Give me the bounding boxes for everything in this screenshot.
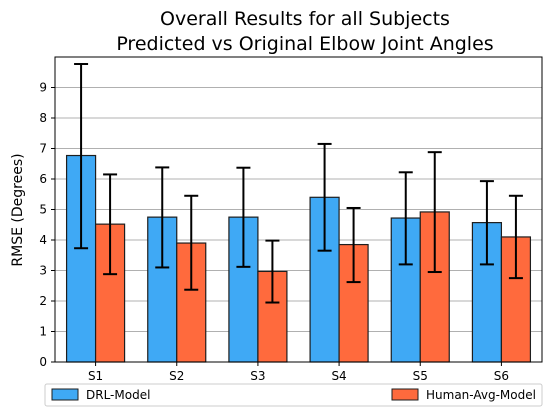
legend: DRL-Model Human-Avg-Model xyxy=(44,383,543,407)
legend-label-human-avg-model: Human-Avg-Model xyxy=(426,388,536,402)
y-tick-label: 0 xyxy=(39,355,47,369)
chart-title-line1: Overall Results for all Subjects xyxy=(160,8,450,30)
y-tick-label: 7 xyxy=(39,142,47,156)
x-tick-label: S6 xyxy=(494,369,509,383)
x-tick-label: S5 xyxy=(413,369,428,383)
y-tick-label: 4 xyxy=(39,233,47,247)
y-tick-label: 6 xyxy=(39,172,47,186)
x-tick-label: S4 xyxy=(331,369,346,383)
x-tick-label: S2 xyxy=(169,369,184,383)
bar-human-avg-model-s6 xyxy=(500,236,532,363)
y-tick-label: 9 xyxy=(39,81,47,95)
axes: 0 1 2 3 4 5 6 7 8 9 S1 S2 S3 S4 S5 S6 xyxy=(39,56,543,383)
y-tick-label: 3 xyxy=(39,264,47,278)
error-bars xyxy=(74,63,523,304)
plot-frame xyxy=(54,56,543,363)
legend-swatch-drl-model xyxy=(51,388,79,401)
y-tick-label: 8 xyxy=(39,111,47,125)
y-axis-label: RMSE (Degrees) xyxy=(10,153,26,266)
y-tick-label: 1 xyxy=(39,325,47,339)
y-tick-label: 2 xyxy=(39,294,47,308)
y-tick-label: 5 xyxy=(39,203,47,217)
x-tick-label: S3 xyxy=(250,369,265,383)
grid-lines xyxy=(55,87,542,332)
x-tick-label: S1 xyxy=(88,369,103,383)
chart-title-line2: Predicted vs Original Elbow Joint Angles xyxy=(116,33,493,55)
legend-label-drl-model: DRL-Model xyxy=(86,388,150,402)
legend-swatch-human-avg-model xyxy=(391,388,419,401)
